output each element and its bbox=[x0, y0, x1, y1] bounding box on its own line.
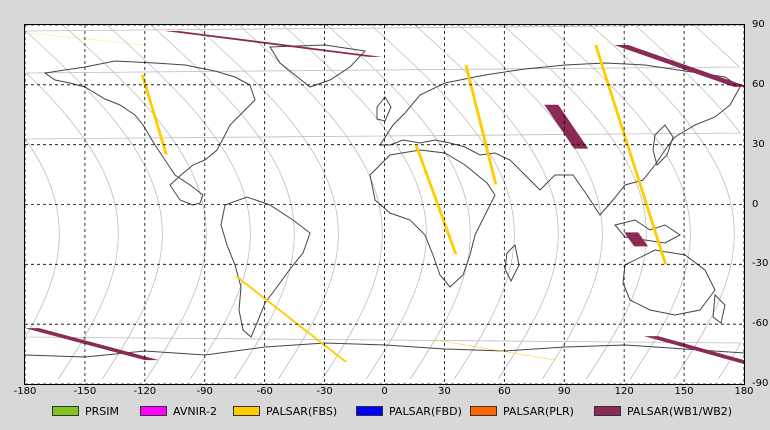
legend-item: PALSAR(FBD) bbox=[356, 404, 462, 418]
latitude-tick-label: 90 bbox=[752, 19, 765, 30]
legend-label: PALSAR(FBD) bbox=[389, 404, 462, 418]
legend-item: PALSAR(FBS) bbox=[233, 404, 337, 418]
swath-palsar-fbs- bbox=[434, 340, 558, 361]
legend-swatch bbox=[356, 406, 383, 416]
swath-palsar-wb1-wb2- bbox=[164, 30, 383, 57]
longitude-tick-label: 90 bbox=[557, 386, 571, 397]
madagascar-coastline bbox=[504, 243, 520, 283]
legend-swatch bbox=[140, 406, 167, 416]
longitude-tick-label: 150 bbox=[674, 386, 694, 397]
observation-swaths bbox=[25, 30, 744, 365]
orbit-track bbox=[25, 25, 741, 380]
longitude-tick-label: -120 bbox=[133, 386, 157, 397]
orbit-track bbox=[25, 25, 742, 380]
latitude-tick-label: 30 bbox=[752, 138, 765, 150]
orbit-track bbox=[25, 25, 739, 380]
orbit-track bbox=[326, 25, 471, 380]
europe-asia-coastline bbox=[379, 62, 741, 216]
north-america-coastline bbox=[43, 60, 256, 206]
orbit-track bbox=[502, 25, 647, 380]
orbit-track bbox=[458, 25, 603, 380]
latitude-tick-label: -60 bbox=[752, 318, 769, 330]
longitude-tick-label: 60 bbox=[497, 386, 511, 397]
africa-coastline bbox=[369, 149, 496, 288]
longitude-tick-label: 120 bbox=[614, 386, 634, 397]
swath-palsar-wb1-wb2- bbox=[614, 44, 744, 87]
longitude-tick-label: -150 bbox=[73, 386, 97, 397]
swath-palsar-fbs- bbox=[140, 74, 168, 155]
new-zealand-coastline bbox=[712, 293, 726, 324]
swath-palsar-fbs- bbox=[414, 144, 458, 255]
latitude-tick-label: -90 bbox=[752, 378, 769, 389]
legend-swatch bbox=[233, 406, 260, 416]
latitude-tick-label: 60 bbox=[752, 78, 765, 90]
japan-coastline bbox=[652, 124, 674, 166]
southeast-asia-islands-coastline bbox=[614, 219, 681, 244]
legend-label: PALSAR(FBS) bbox=[266, 404, 338, 418]
orbit-track bbox=[414, 25, 559, 380]
legend-swatch bbox=[470, 406, 497, 416]
legend-item: AVNIR-2 bbox=[140, 404, 217, 418]
legend-item: PRSIM bbox=[52, 404, 119, 418]
longitude-tick-label: -180 bbox=[13, 386, 37, 397]
south-america-coastline bbox=[220, 196, 311, 338]
swath-palsar-wb1-wb2- bbox=[25, 328, 159, 361]
swath-palsar-fbs- bbox=[234, 276, 348, 363]
uk-coastline bbox=[376, 96, 392, 122]
orbit-track bbox=[62, 25, 207, 380]
swath-palsar-fbs- bbox=[25, 32, 148, 45]
longitude-tick-label: -60 bbox=[256, 386, 273, 397]
swath-palsar-wb1-wb2- bbox=[624, 232, 649, 247]
orbit-tracks bbox=[25, 25, 742, 380]
latitude-tick-label: -30 bbox=[752, 258, 769, 270]
orbit-track bbox=[150, 25, 295, 380]
world-map bbox=[25, 25, 744, 384]
orbit-track bbox=[106, 25, 251, 380]
legend-label: PALSAR(WB1/WB2) bbox=[627, 404, 733, 418]
orbit-track bbox=[238, 25, 383, 380]
orbit-track bbox=[282, 25, 427, 380]
map-panel bbox=[24, 24, 745, 385]
orbit-track bbox=[590, 25, 735, 380]
swath-palsar-wb1-wb2- bbox=[644, 336, 744, 365]
longitude-tick-label: -90 bbox=[196, 386, 213, 397]
longitude-tick-label: 30 bbox=[438, 386, 451, 397]
swath-palsar-fbs- bbox=[594, 44, 668, 265]
orbit-track bbox=[194, 25, 339, 380]
longitude-tick-label: 0 bbox=[381, 386, 388, 397]
legend: PRSIM AVNIR-2 PALSAR(FBS) PALSAR(FBD) PALSAR… bbox=[0, 400, 770, 422]
legend-swatch bbox=[52, 406, 79, 416]
orbit-track bbox=[370, 25, 515, 380]
australia-coastline bbox=[622, 249, 716, 316]
swath-palsar-wb1-wb2- bbox=[544, 104, 589, 149]
legend-label: PRSIM bbox=[85, 404, 119, 418]
legend-item: PALSAR(PLR) bbox=[470, 404, 574, 418]
greenland-coastline bbox=[269, 44, 367, 88]
longitude-tick-label: 180 bbox=[734, 386, 754, 397]
legend-swatch bbox=[594, 406, 621, 416]
swath-palsar-fbs- bbox=[464, 64, 498, 185]
legend-label: AVNIR-2 bbox=[173, 404, 217, 418]
legend-label: PALSAR(PLR) bbox=[503, 404, 574, 418]
longitude-tick-label: -30 bbox=[316, 386, 333, 397]
latitude-tick-label: 0 bbox=[752, 198, 759, 210]
legend-item: PALSAR(WB1/WB2) bbox=[594, 404, 732, 418]
